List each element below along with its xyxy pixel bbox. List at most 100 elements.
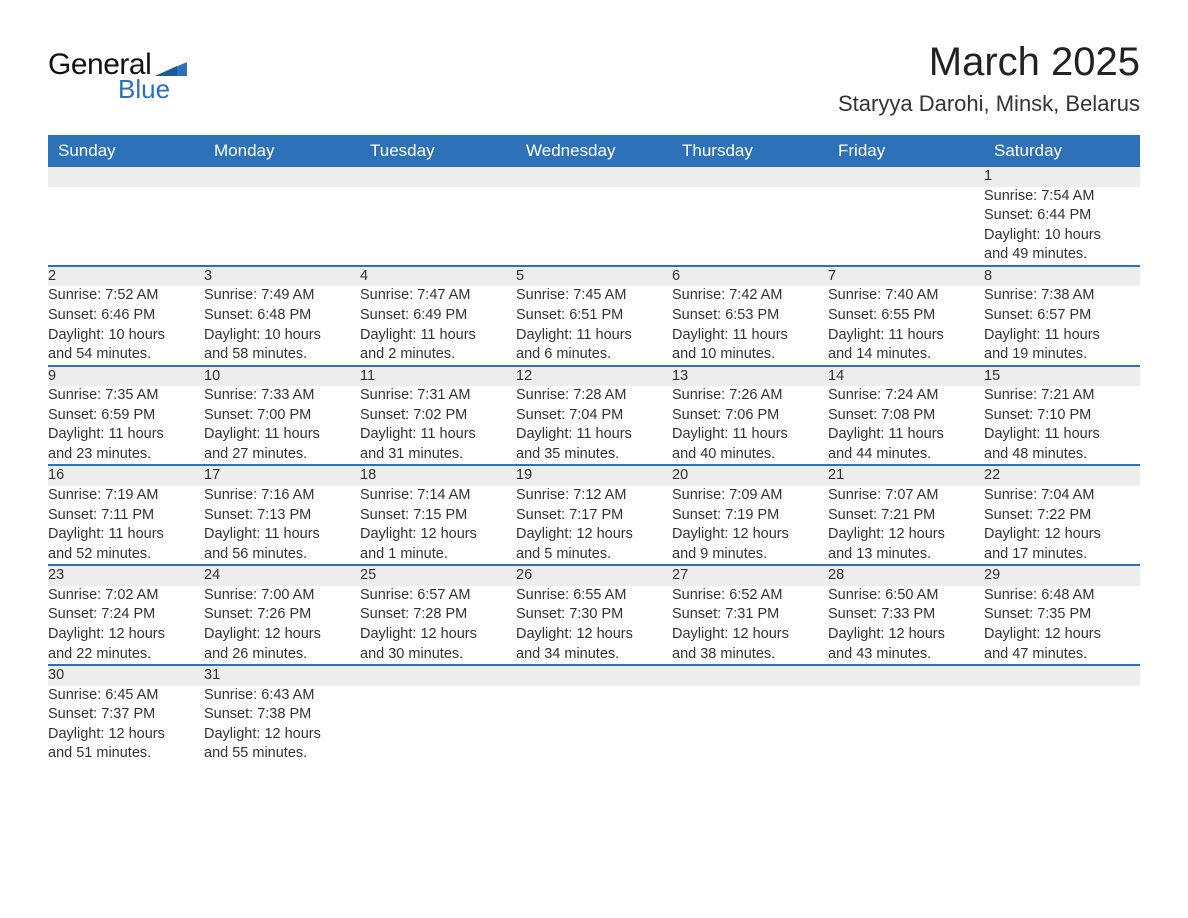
sunrise-text: Sunrise: 6:57 AM (360, 586, 516, 606)
day-detail-row: Sunrise: 6:45 AMSunset: 7:37 PMDaylight:… (48, 686, 1140, 764)
day-detail-cell (672, 686, 828, 764)
day1-text: Daylight: 11 hours (360, 326, 516, 346)
day-detail-cell: Sunrise: 7:31 AMSunset: 7:02 PMDaylight:… (360, 386, 516, 465)
day-number-cell (672, 665, 828, 686)
sunset-text: Sunset: 6:55 PM (828, 306, 984, 326)
sunset-text: Sunset: 6:48 PM (204, 306, 360, 326)
day1-text: Daylight: 12 hours (48, 725, 204, 745)
day-detail-cell: Sunrise: 6:52 AMSunset: 7:31 PMDaylight:… (672, 586, 828, 665)
sunrise-text: Sunrise: 7:38 AM (984, 286, 1140, 306)
sunset-text: Sunset: 7:00 PM (204, 406, 360, 426)
day1-text: Daylight: 11 hours (672, 425, 828, 445)
sunset-text: Sunset: 7:22 PM (984, 506, 1140, 526)
day-detail-cell (828, 686, 984, 764)
sunset-text: Sunset: 7:30 PM (516, 605, 672, 625)
day-detail-cell: Sunrise: 7:04 AMSunset: 7:22 PMDaylight:… (984, 486, 1140, 565)
weekday-header: Sunday (48, 135, 204, 167)
day-number-cell: 17 (204, 465, 360, 486)
sunset-text: Sunset: 7:19 PM (672, 506, 828, 526)
day2-text: and 58 minutes. (204, 345, 360, 365)
day1-text: Daylight: 11 hours (48, 425, 204, 445)
sunset-text: Sunset: 6:44 PM (984, 206, 1140, 226)
day-number-cell (828, 665, 984, 686)
day-detail-cell: Sunrise: 7:12 AMSunset: 7:17 PMDaylight:… (516, 486, 672, 565)
sunrise-text: Sunrise: 7:09 AM (672, 486, 828, 506)
day1-text: Daylight: 11 hours (828, 425, 984, 445)
day1-text: Daylight: 11 hours (516, 425, 672, 445)
sunset-text: Sunset: 6:49 PM (360, 306, 516, 326)
day1-text: Daylight: 12 hours (828, 625, 984, 645)
day-detail-cell: Sunrise: 7:19 AMSunset: 7:11 PMDaylight:… (48, 486, 204, 565)
sunset-text: Sunset: 6:59 PM (48, 406, 204, 426)
day-detail-cell: Sunrise: 7:45 AMSunset: 6:51 PMDaylight:… (516, 286, 672, 365)
day2-text: and 19 minutes. (984, 345, 1140, 365)
day-detail-cell (360, 187, 516, 266)
day1-text: Daylight: 11 hours (984, 326, 1140, 346)
day-number-row: 9101112131415 (48, 366, 1140, 387)
sunrise-text: Sunrise: 6:50 AM (828, 586, 984, 606)
day-detail-row: Sunrise: 7:35 AMSunset: 6:59 PMDaylight:… (48, 386, 1140, 465)
calendar-table: SundayMondayTuesdayWednesdayThursdayFrid… (48, 135, 1140, 764)
day1-text: Daylight: 11 hours (828, 326, 984, 346)
day-number-cell: 7 (828, 266, 984, 287)
day-number-cell: 25 (360, 565, 516, 586)
day2-text: and 2 minutes. (360, 345, 516, 365)
day2-text: and 48 minutes. (984, 445, 1140, 465)
day2-text: and 43 minutes. (828, 645, 984, 665)
day1-text: Daylight: 11 hours (984, 425, 1140, 445)
day-number-row: 3031 (48, 665, 1140, 686)
day-number-cell: 19 (516, 465, 672, 486)
sunset-text: Sunset: 7:31 PM (672, 605, 828, 625)
sunrise-text: Sunrise: 7:21 AM (984, 386, 1140, 406)
day-detail-cell: Sunrise: 7:07 AMSunset: 7:21 PMDaylight:… (828, 486, 984, 565)
day2-text: and 26 minutes. (204, 645, 360, 665)
sunrise-text: Sunrise: 7:14 AM (360, 486, 516, 506)
day-number-cell: 1 (984, 167, 1140, 187)
sunset-text: Sunset: 7:10 PM (984, 406, 1140, 426)
day-number-cell: 4 (360, 266, 516, 287)
day1-text: Daylight: 11 hours (672, 326, 828, 346)
day-number-cell (828, 167, 984, 187)
day-detail-cell (360, 686, 516, 764)
day2-text: and 35 minutes. (516, 445, 672, 465)
day-number-cell: 6 (672, 266, 828, 287)
day2-text: and 5 minutes. (516, 545, 672, 565)
sunset-text: Sunset: 7:33 PM (828, 605, 984, 625)
day-detail-cell: Sunrise: 7:35 AMSunset: 6:59 PMDaylight:… (48, 386, 204, 465)
sunset-text: Sunset: 7:28 PM (360, 605, 516, 625)
sunset-text: Sunset: 7:26 PM (204, 605, 360, 625)
day2-text: and 44 minutes. (828, 445, 984, 465)
sunrise-text: Sunrise: 7:00 AM (204, 586, 360, 606)
day-detail-cell (204, 187, 360, 266)
day1-text: Daylight: 10 hours (984, 226, 1140, 246)
weekday-header: Thursday (672, 135, 828, 167)
day-number-row: 2345678 (48, 266, 1140, 287)
day-number-cell: 22 (984, 465, 1140, 486)
day-number-row: 23242526272829 (48, 565, 1140, 586)
sunrise-text: Sunrise: 7:35 AM (48, 386, 204, 406)
sunrise-text: Sunrise: 7:52 AM (48, 286, 204, 306)
day1-text: Daylight: 12 hours (48, 625, 204, 645)
day-number-row: 16171819202122 (48, 465, 1140, 486)
day2-text: and 10 minutes. (672, 345, 828, 365)
day-number-cell: 12 (516, 366, 672, 387)
day-number-cell: 20 (672, 465, 828, 486)
month-title: March 2025 (838, 40, 1140, 85)
day-number-cell (984, 665, 1140, 686)
sunrise-text: Sunrise: 7:40 AM (828, 286, 984, 306)
sunrise-text: Sunrise: 7:45 AM (516, 286, 672, 306)
day2-text: and 38 minutes. (672, 645, 828, 665)
day-number-cell: 28 (828, 565, 984, 586)
sunset-text: Sunset: 7:06 PM (672, 406, 828, 426)
day-detail-cell (516, 187, 672, 266)
day-number-cell: 26 (516, 565, 672, 586)
sunrise-text: Sunrise: 7:12 AM (516, 486, 672, 506)
sunset-text: Sunset: 7:17 PM (516, 506, 672, 526)
day-detail-cell: Sunrise: 7:09 AMSunset: 7:19 PMDaylight:… (672, 486, 828, 565)
sunrise-text: Sunrise: 7:31 AM (360, 386, 516, 406)
day-number-cell (48, 167, 204, 187)
day2-text: and 23 minutes. (48, 445, 204, 465)
day-detail-cell: Sunrise: 6:45 AMSunset: 7:37 PMDaylight:… (48, 686, 204, 764)
day-detail-row: Sunrise: 7:54 AMSunset: 6:44 PMDaylight:… (48, 187, 1140, 266)
day-number-cell: 30 (48, 665, 204, 686)
